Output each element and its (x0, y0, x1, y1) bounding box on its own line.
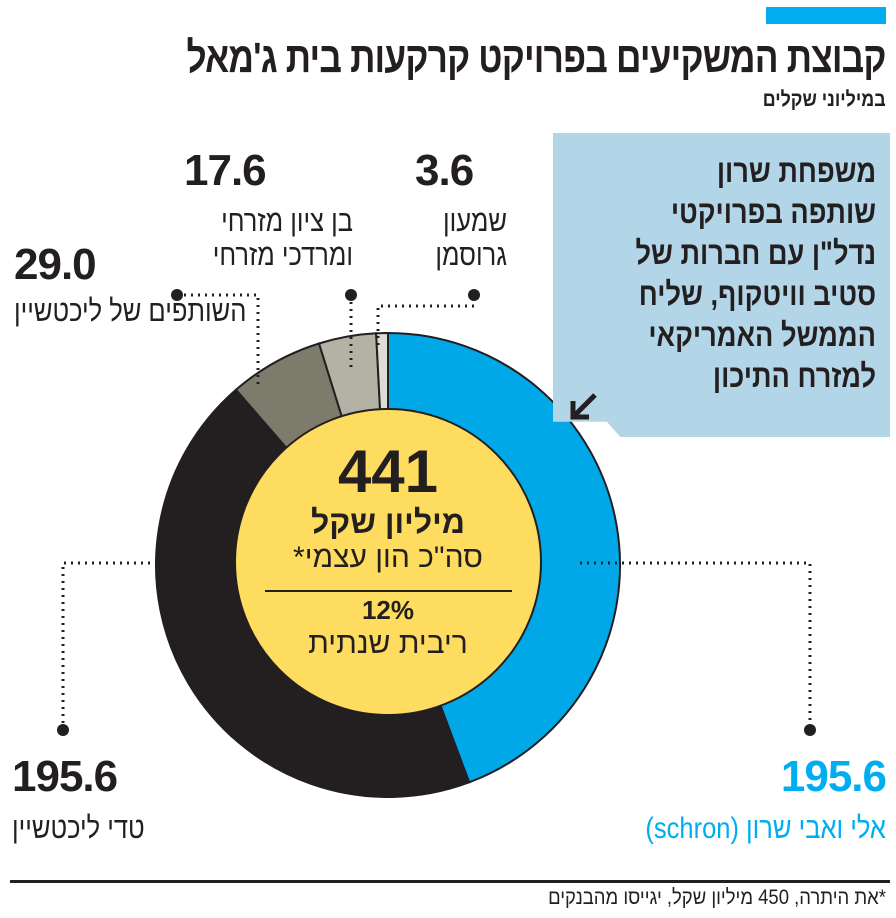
total-value: 441 (337, 438, 439, 505)
chart-subtitle: במיליוני שקלים (763, 88, 886, 111)
slice-label-sharon: אלי ואבי שרון (schron) (645, 812, 886, 845)
slice-value-lichtstein: 195.6 (12, 752, 118, 801)
footnote: *את היתרה, 450 מיליון שקל, יגייסו מהבנקי… (548, 886, 886, 909)
slice-value-partners: 29.0 (14, 240, 97, 289)
chart-title: קבוצת המשקיעים בפרויקט קרקעות בית ג'מאל (186, 34, 887, 82)
slice-label-lichtstein: טדי ליכטשיין (12, 812, 145, 845)
slice-label-mizrahi: בן ציון מזרחי ומרדכי מזרחי (212, 205, 353, 272)
center-summary: 441 מיליון שקל סה"כ הון עצמי* 12% ריבית … (236, 440, 540, 662)
slice-label-grossman: שמעון גרוסמן (435, 205, 507, 272)
total-unit: מיליון שקל (310, 504, 466, 540)
slice-value-grossman: 3.6 (415, 146, 474, 195)
rate-label: ריבית שנתית (308, 627, 468, 660)
leader-dot (804, 724, 816, 736)
leader-dot (468, 289, 480, 301)
slice-value-mizrahi: 17.6 (184, 146, 267, 195)
footnote-divider (10, 880, 890, 883)
leader-dot (345, 289, 357, 301)
leader-dot (57, 724, 69, 736)
leader-line-lichtstein (61, 561, 162, 730)
annotation-text: משפחת שרון שותפה בפרויקטי נדל"ן עם חברות… (635, 153, 876, 394)
slice-value-sharon: 195.6 (780, 752, 887, 801)
center-circle (234, 408, 542, 716)
slice-label-partners: השותפים של ליכטשיין (14, 295, 247, 328)
total-label: סה"כ הון עצמי* (293, 541, 483, 574)
arrow-down-left-icon (570, 393, 597, 420)
leader-dot (171, 289, 183, 301)
annotation-box: משפחת שרון שותפה בפרויקטי נדל"ן עם חברות… (553, 133, 890, 437)
rate-value: 12% (361, 595, 415, 625)
accent-bar (766, 7, 886, 24)
leader-lines (61, 293, 812, 730)
